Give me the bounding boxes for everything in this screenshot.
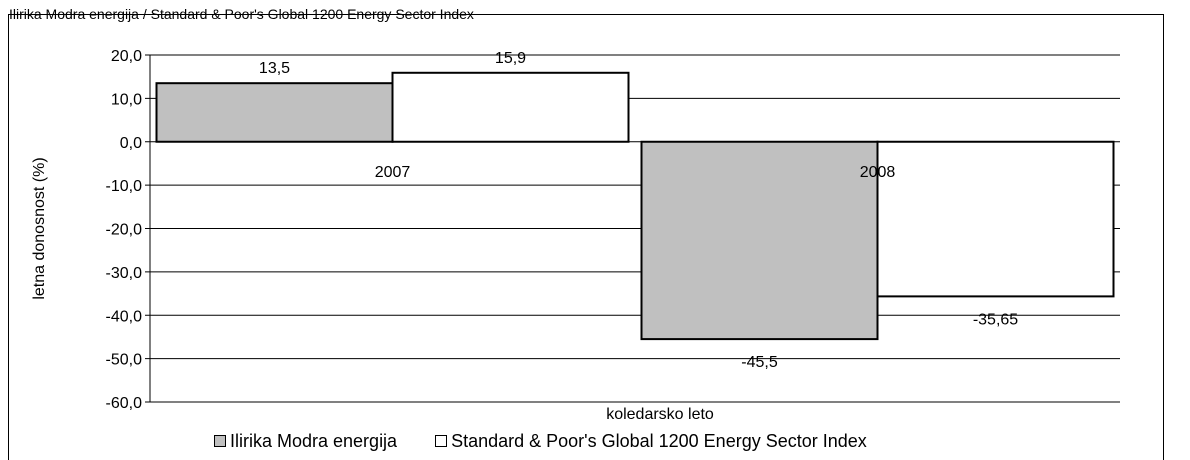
data-label-2007-series-0: 13,5	[259, 60, 290, 77]
y-tick-label-8: -60,0	[106, 395, 143, 412]
x-tick-label-2007: 2007	[375, 164, 411, 181]
bar-2007-series-1	[391, 71, 630, 143]
data-label-2008-series-0: -45,5	[741, 354, 778, 371]
bar-2008-series-0	[640, 140, 879, 341]
y-axis-title: letna donosnost (%)	[31, 157, 48, 299]
legend-label-sp-index: Standard & Poor's Global 1200 Energy Sec…	[451, 430, 867, 451]
bar-2008-series-1	[876, 140, 1115, 298]
legend-item-sp-index: Standard & Poor's Global 1200 Energy Sec…	[435, 431, 867, 452]
y-tick-label-4: -20,0	[106, 222, 143, 239]
y-tick-label-6: -40,0	[106, 308, 143, 325]
bar-2007-series-0	[155, 82, 394, 143]
y-tick-label-2: 0,0	[120, 135, 142, 152]
chart-title: Ilirika Modra energija / Standard & Poor…	[9, 6, 474, 22]
data-label-2008-series-1: -35,65	[973, 311, 1018, 328]
legend-label-ilirika: Ilirika Modra energija	[230, 430, 398, 451]
y-tick-label-7: -50,0	[106, 352, 143, 369]
x-tick-label-2008: 2008	[860, 164, 896, 181]
y-tick-label-5: -30,0	[106, 265, 143, 282]
data-label-2007-series-1: 15,9	[495, 50, 526, 67]
y-tick-label-1: 10,0	[111, 91, 142, 108]
legend-item-ilirika: Ilirika Modra energija	[214, 431, 397, 452]
x-axis-title: koledarsko leto	[606, 406, 714, 423]
y-tick-label-3: -10,0	[106, 178, 143, 195]
legend-swatch-ilirika	[214, 435, 226, 447]
chart-legend: Ilirika Modra energija Standard & Poor's…	[214, 428, 905, 454]
legend-swatch-sp-index	[435, 435, 448, 447]
y-tick-label-0: 20,0	[111, 48, 142, 65]
